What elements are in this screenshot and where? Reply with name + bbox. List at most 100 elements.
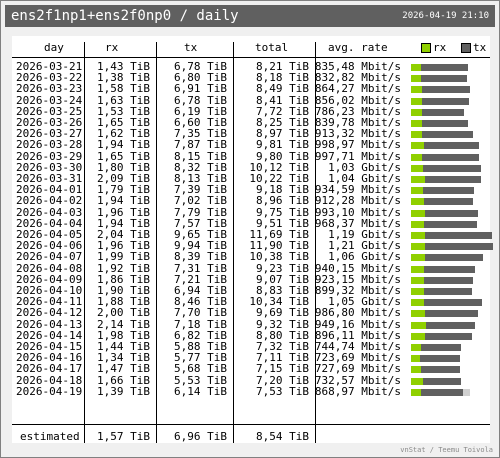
tx-bar <box>424 198 473 206</box>
row-total: 9,23 TiB <box>256 261 309 275</box>
rx-bar <box>411 187 424 195</box>
row-day: 2026-04-06 <box>16 239 83 253</box>
row-avg-rate: 912,28 Mbit/s <box>314 194 401 208</box>
row-rx: 1,65 TiB <box>97 149 150 163</box>
rx-bar <box>411 299 424 307</box>
row-tx: 6,78 TiB <box>174 93 227 107</box>
column-header-rx: rx <box>105 41 119 54</box>
row-total: 7,32 TiB <box>256 340 309 353</box>
row-tx: 7,21 TiB <box>174 272 227 286</box>
row-day: 2026-04-12 <box>16 306 83 320</box>
row-total: 9,75 TiB <box>256 205 309 219</box>
row-day: 2026-04-07 <box>16 250 83 264</box>
generated-timestamp: 2026-04-19 21:10 <box>402 11 489 21</box>
row-total: 8,96 TiB <box>256 194 309 208</box>
row-total: 8,83 TiB <box>256 284 309 297</box>
rx-bar <box>411 243 425 251</box>
legend-tx-label: tx <box>473 41 487 54</box>
rx-bar <box>411 254 425 262</box>
row-rx: 1,47 TiB <box>97 362 150 376</box>
legend-tx-swatch <box>461 43 471 53</box>
row-day: 2026-03-22 <box>16 71 83 85</box>
row-rx: 1,53 TiB <box>97 104 150 118</box>
row-total: 8,49 TiB <box>256 82 309 96</box>
row-total: 7,72 TiB <box>256 104 309 118</box>
row-day: 2026-03-30 <box>16 160 83 174</box>
row-avg-rate: 949,16 Mbit/s <box>314 317 401 331</box>
row-total: 8,41 TiB <box>256 93 309 107</box>
row-tx: 7,57 TiB <box>174 216 227 230</box>
rx-bar <box>411 97 423 105</box>
row-tx: 8,39 TiB <box>174 250 227 264</box>
row-day: 2026-03-27 <box>16 127 83 141</box>
column-divider-3 <box>233 42 234 443</box>
tx-bar <box>424 332 472 340</box>
row-day: 2026-04-08 <box>16 261 83 275</box>
tx-bar <box>424 220 477 228</box>
row-total: 10,22 TiB <box>249 172 309 185</box>
rx-bar <box>411 120 423 127</box>
row-tx: 6,60 TiB <box>174 116 227 129</box>
rx-bar <box>411 164 424 172</box>
row-tx: 7,02 TiB <box>174 194 227 208</box>
row-day: 2026-04-13 <box>16 317 83 331</box>
rx-bar <box>411 209 425 217</box>
row-day: 2026-04-10 <box>16 284 83 297</box>
row-rx: 2,14 TiB <box>97 317 150 331</box>
row-rx: 1,79 TiB <box>97 183 150 197</box>
estimate-tx: 6,96 TiB <box>174 430 227 443</box>
rx-bar <box>411 64 421 71</box>
tx-bar <box>420 344 462 351</box>
interface-title: ens2f1np1+ens2f0np0 / daily <box>11 8 239 24</box>
rx-bar <box>411 377 423 385</box>
row-tx: 6,19 TiB <box>174 104 227 118</box>
column-header-avg-rate: avg. rate <box>328 41 388 54</box>
rx-bar <box>411 75 421 83</box>
tx-bar <box>423 187 475 195</box>
tx-bar <box>424 243 494 251</box>
row-rx: 1,94 TiB <box>97 138 150 152</box>
row-avg-rate: 997,71 Mbit/s <box>314 149 401 163</box>
row-tx: 6,78 TiB <box>174 60 227 73</box>
column-header-tx: tx <box>184 41 198 54</box>
row-tx: 6,80 TiB <box>174 71 227 85</box>
row-total: 7,11 TiB <box>256 351 309 365</box>
row-avg-rate: 913,32 Mbit/s <box>314 127 401 141</box>
row-avg-rate: 1,05 Gbit/s <box>328 295 401 309</box>
row-total: 10,38 TiB <box>249 250 309 264</box>
row-rx: 2,09 TiB <box>97 172 150 185</box>
row-avg-rate: 732,57 Mbit/s <box>314 373 401 387</box>
row-tx: 5,88 TiB <box>174 340 227 353</box>
row-day: 2026-04-01 <box>16 183 83 197</box>
estimate-rx: 1,57 TiB <box>97 430 150 443</box>
tx-bar <box>422 120 468 127</box>
rx-bar <box>411 142 425 150</box>
row-total: 7,20 TiB <box>256 373 309 387</box>
tx-bar <box>422 97 469 105</box>
tx-bar <box>421 108 465 116</box>
row-rx: 1,38 TiB <box>97 71 150 85</box>
column-divider-2 <box>156 42 157 443</box>
row-day: 2026-03-21 <box>16 60 83 73</box>
tx-bar <box>425 232 492 239</box>
tx-bar <box>423 276 474 284</box>
row-rx: 1,88 TiB <box>97 295 150 309</box>
row-avg-rate: 868,97 Mbit/s <box>314 384 401 398</box>
row-day: 2026-03-24 <box>16 93 83 107</box>
row-day: 2026-04-04 <box>16 216 83 230</box>
row-day: 2026-03-23 <box>16 82 83 96</box>
row-day: 2026-04-17 <box>16 362 83 376</box>
row-tx: 9,94 TiB <box>174 239 227 253</box>
row-day: 2026-04-15 <box>16 340 83 353</box>
row-tx: 6,91 TiB <box>174 82 227 96</box>
row-rx: 1,63 TiB <box>97 93 150 107</box>
row-total: 8,25 TiB <box>256 116 309 129</box>
row-tx: 6,14 TiB <box>174 384 227 398</box>
row-day: 2026-04-19 <box>16 384 83 398</box>
tx-bar <box>423 164 481 172</box>
row-rx: 1,94 TiB <box>97 216 150 230</box>
rx-bar <box>411 198 425 206</box>
row-tx: 5,68 TiB <box>174 362 227 376</box>
column-divider-1 <box>84 42 85 443</box>
column-header-day: day <box>44 41 64 54</box>
